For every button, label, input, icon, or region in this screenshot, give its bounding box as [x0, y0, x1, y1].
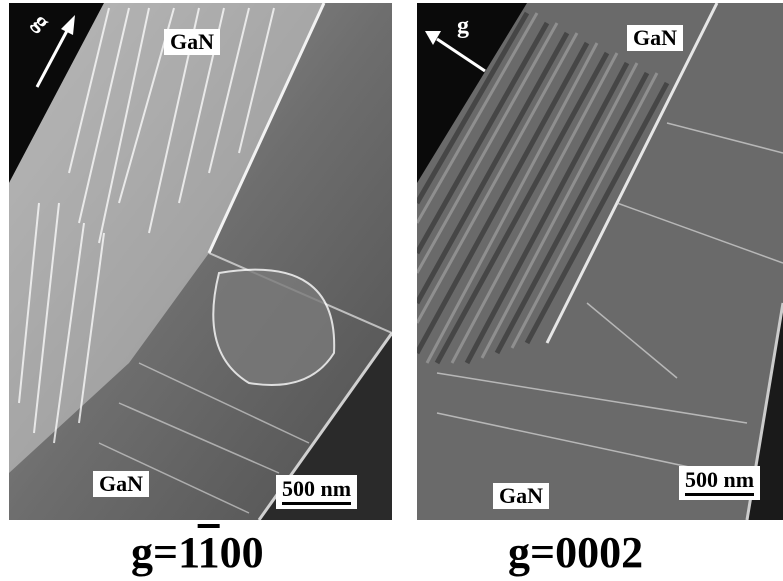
caption-left-suffix: 00 [219, 528, 264, 577]
scale-bar: 500 nm [276, 475, 358, 509]
scale-bar-label: 500 nm [685, 467, 755, 492]
g-vector-label: g [457, 13, 469, 39]
scale-bar-line [685, 493, 755, 496]
caption-left-overbar-digit: 1 [197, 528, 220, 577]
caption-left-prefix: g=1 [131, 528, 198, 577]
gan-label-bottom: GaN [493, 483, 549, 509]
gan-label-bottom: GaN [93, 471, 149, 497]
micrograph-left-image [9, 3, 392, 520]
gan-label-top: GaN [164, 29, 220, 55]
micrograph-right: g GaN GaN 500 nm [417, 3, 783, 520]
scale-bar-label: 500 nm [282, 476, 352, 501]
micrograph-right-image [417, 3, 783, 520]
g-vector-arrow-icon [35, 15, 75, 88]
caption-right: g=0002 [508, 528, 644, 577]
micrograph-left: g GaN GaN 500 nm [9, 3, 392, 520]
g-vector-arrow-icon [425, 31, 486, 73]
gan-label-top: GaN [627, 25, 683, 51]
scale-bar-line [282, 502, 352, 505]
scale-bar: 500 nm [679, 466, 761, 500]
caption-left: g=1100 [131, 528, 264, 578]
